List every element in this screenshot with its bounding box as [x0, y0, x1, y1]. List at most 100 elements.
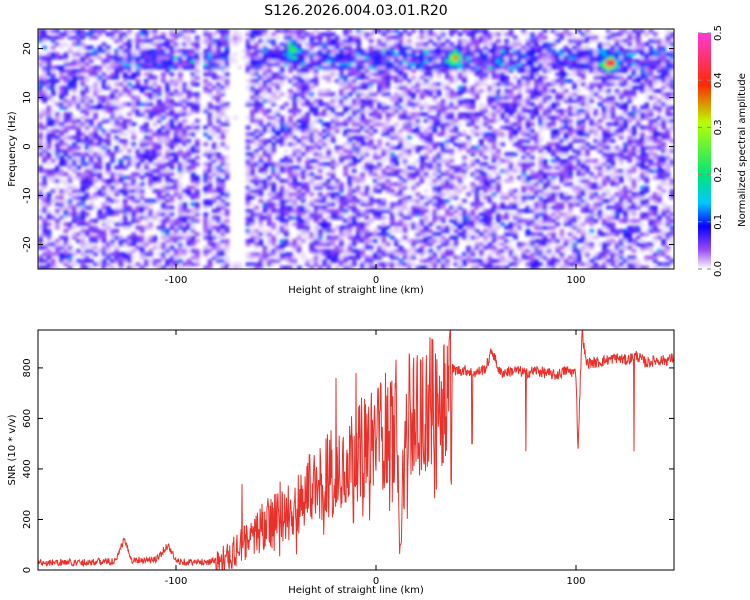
- heatmap-cell: [288, 92, 293, 97]
- heatmap-cell: [432, 85, 438, 90]
- heatmap-cell: [457, 45, 463, 50]
- heatmap-cell: [67, 165, 73, 170]
- heatmap-cell: [356, 225, 361, 230]
- heatmap-cell: [131, 75, 137, 80]
- heatmap-cell: [46, 152, 52, 157]
- heatmap-cell: [173, 45, 179, 50]
- heatmap-cell: [220, 142, 226, 147]
- heatmap-cell: [436, 189, 442, 193]
- heatmap-cell: [122, 239, 128, 243]
- heatmap-cell: [144, 262, 149, 267]
- heatmap-cell: [254, 212, 260, 217]
- heatmap-cell: [491, 69, 497, 73]
- heatmap-cell: [334, 259, 340, 263]
- heatmap-cell: [406, 135, 412, 140]
- heatmap-cell: [114, 119, 120, 123]
- heatmap-cell: [449, 45, 455, 50]
- heatmap-cell: [156, 132, 162, 137]
- heatmap-cell: [211, 145, 217, 150]
- heatmap-cell: [360, 115, 366, 120]
- heatmap-cell: [67, 115, 73, 120]
- heatmap-cell: [186, 52, 192, 57]
- heatmap-cell: [245, 85, 251, 90]
- heatmap-cell: [300, 232, 306, 237]
- heatmap-cell: [364, 95, 370, 100]
- heatmap-cell: [250, 39, 255, 43]
- heatmap-cell: [177, 149, 183, 153]
- heatmap-cell: [398, 92, 404, 97]
- heatmap-cell: [169, 222, 175, 227]
- heatmap-cell: [483, 245, 489, 250]
- heatmap-cell: [419, 59, 425, 63]
- heatmap-cell: [76, 99, 81, 103]
- heatmap-cell: [398, 52, 404, 57]
- heatmap-cell: [118, 219, 124, 223]
- heatmap-cell: [190, 165, 196, 170]
- heatmap-cell: [211, 169, 217, 173]
- heatmap-cell: [309, 212, 315, 217]
- heatmap-cell: [377, 105, 383, 110]
- heatmap-cell: [309, 149, 315, 153]
- heatmap-cell: [478, 212, 484, 217]
- heatmap-cell: [356, 185, 361, 190]
- heatmap-cell: [351, 259, 357, 263]
- heatmap-cell: [76, 129, 81, 133]
- heatmap-cell: [194, 35, 200, 40]
- heatmap-cell: [84, 169, 90, 173]
- heatmap-cell: [449, 205, 455, 210]
- heatmap-cell: [436, 142, 442, 147]
- heatmap-cell: [207, 242, 213, 247]
- heatmap-cell: [139, 142, 145, 147]
- heatmap-cell: [101, 109, 107, 113]
- heatmap-cell: [351, 242, 357, 247]
- heatmap-cell: [224, 229, 230, 233]
- heatmap-cell: [368, 105, 374, 110]
- heatmap-cell: [110, 55, 115, 60]
- heatmap-cell: [364, 99, 370, 103]
- heatmap-cell: [394, 69, 399, 73]
- heatmap-cell: [63, 235, 69, 240]
- heatmap-cell: [156, 65, 162, 70]
- heatmap-cell: [38, 75, 43, 80]
- heatmap-cell: [283, 222, 289, 227]
- heatmap-cell: [283, 122, 289, 127]
- heatmap-cell: [351, 79, 357, 83]
- heatmap-cell: [385, 65, 391, 70]
- heatmap-cell: [300, 229, 306, 233]
- heatmap-cell: [356, 189, 361, 193]
- heatmap-cell: [351, 52, 357, 57]
- heatmap-cell: [487, 259, 493, 263]
- heatmap-cell: [131, 232, 137, 237]
- heatmap-cell: [347, 225, 353, 230]
- heatmap-cell: [432, 182, 438, 187]
- heatmap-cell: [144, 142, 149, 147]
- heatmap-cell: [258, 219, 264, 223]
- heatmap-cell: [156, 39, 162, 43]
- heatmap-cell: [139, 195, 145, 200]
- heatmap-cell: [101, 145, 107, 150]
- heatmap-cell: [334, 42, 340, 47]
- heatmap-cell: [279, 202, 285, 207]
- heatmap-cell: [372, 49, 378, 53]
- heatmap-cell: [190, 65, 196, 70]
- heatmap-cell: [466, 135, 472, 140]
- heatmap-cell: [271, 249, 277, 253]
- heatmap-cell: [262, 169, 268, 173]
- heatmap-cell: [177, 245, 183, 250]
- heatmap-cell: [457, 65, 463, 70]
- heatmap-cell: [203, 162, 209, 167]
- heatmap-cell: [385, 132, 391, 137]
- heatmap-cell: [59, 75, 65, 80]
- heatmap-cell: [470, 65, 476, 70]
- heatmap-cell: [508, 82, 514, 87]
- heatmap-cell: [398, 189, 404, 193]
- heatmap-cell: [432, 55, 438, 60]
- heatmap-cell: [131, 175, 137, 180]
- heatmap-cell: [356, 109, 361, 113]
- heatmap-cell: [42, 35, 48, 40]
- heatmap-cell: [313, 109, 319, 113]
- heatmap-cell: [275, 129, 281, 133]
- heatmap-cell: [436, 195, 442, 200]
- heatmap-cell: [207, 55, 213, 60]
- heatmap-cell: [326, 102, 332, 107]
